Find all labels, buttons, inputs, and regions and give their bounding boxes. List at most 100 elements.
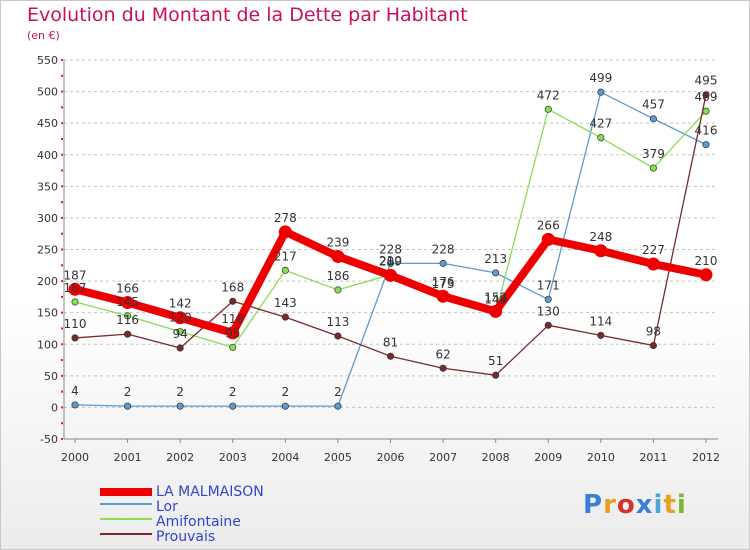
data-point-la-malmaison (68, 282, 82, 296)
x-tick-label: 2012 (692, 451, 720, 464)
data-label-la-malmaison: 266 (537, 218, 560, 232)
y-minor-tick (61, 327, 63, 330)
y-tick-label: 150 (37, 307, 58, 320)
y-minor-tick (61, 406, 63, 409)
data-point-la-malmaison (646, 257, 660, 271)
data-label-lor: 457 (642, 98, 665, 112)
data-label-amifontaine: 167 (64, 281, 87, 295)
chart-title: Evolution du Montant de la Dette par Hab… (27, 4, 468, 26)
axes: -50 0 50 100 150 200 250 300 350 400 450 500 550 2000… (37, 54, 720, 464)
data-label-la-malmaison: 142 (169, 297, 192, 311)
y-minor-tick (61, 185, 63, 188)
x-tick-label: 2010 (587, 451, 615, 464)
data-point-amifontaine (124, 312, 132, 320)
data-label-amifontaine: 472 (537, 88, 560, 102)
data-label-amifontaine: 469 (695, 90, 718, 104)
data-label-la-malmaison: 227 (642, 243, 665, 257)
y-minor-tick (61, 137, 63, 140)
data-label-amifontaine: 149 (484, 292, 507, 306)
data-label-prouvais: 51 (488, 354, 503, 368)
data-label-la-malmaison: 118 (221, 312, 244, 326)
data-point-la-malmaison (489, 304, 503, 318)
data-point-prouvais (649, 341, 657, 350)
y-minor-tick (61, 232, 63, 235)
data-label-prouvais: 110 (64, 317, 87, 331)
data-point-prouvais (492, 371, 500, 379)
series-lines (68, 88, 713, 410)
logo-letter: i (676, 490, 687, 520)
data-label-lor: 2 (176, 385, 184, 399)
data-label-amifontaine: 173 (432, 277, 455, 291)
data-point-la-malmaison (436, 289, 450, 303)
data-point-la-malmaison (594, 244, 608, 258)
y-minor-tick (61, 264, 63, 267)
y-minor-tick (61, 438, 63, 440)
data-label-prouvais: 143 (274, 296, 297, 310)
data-label-lor: 416 (695, 124, 718, 138)
y-tick-label: 400 (37, 149, 58, 162)
data-label-amifontaine: 145 (116, 295, 139, 309)
data-label-prouvais: 94 (173, 327, 188, 341)
proxiti-logo: Proxiti (583, 490, 687, 520)
data-point-prouvais (229, 297, 237, 305)
data-label-prouvais: 116 (116, 313, 139, 327)
y-minor-tick (61, 390, 63, 393)
data-point-la-malmaison (173, 311, 187, 325)
y-minor-tick (61, 216, 63, 219)
data-point-amifontaine (176, 328, 184, 336)
data-label-amifontaine: 379 (642, 147, 665, 161)
legend-label: Lor (156, 499, 178, 515)
data-point-lor (71, 401, 79, 409)
logo-letter: r (603, 490, 617, 520)
logo-letter: P (583, 490, 604, 520)
y-minor-tick (61, 280, 63, 283)
data-point-la-malmaison (384, 268, 397, 282)
data-point-prouvais (124, 330, 132, 338)
data-label-amifontaine: 120 (169, 311, 192, 325)
data-point-prouvais (439, 364, 447, 372)
y-minor-tick (61, 343, 63, 346)
y-minor-tick (61, 169, 63, 172)
y-tick-label: 450 (37, 117, 58, 130)
y-minor-tick (61, 122, 63, 125)
data-label-la-malmaison: 166 (116, 282, 139, 296)
data-point-amifontaine (281, 266, 289, 274)
data-point-lor (229, 402, 237, 410)
data-label-amifontaine: 186 (326, 269, 349, 283)
data-point-la-malmaison (121, 296, 135, 310)
data-label-prouvais: 98 (646, 325, 661, 339)
y-tick-label: 250 (37, 244, 58, 257)
data-point-la-malmaison (226, 326, 240, 340)
unit-label: (en €) (27, 29, 60, 42)
x-tick-label: 2006 (377, 451, 405, 464)
x-tick-label: 2011 (639, 451, 667, 464)
data-point-la-malmaison (541, 232, 555, 246)
y-minor-tick (61, 153, 63, 156)
legend-label: Amifontaine (156, 514, 241, 530)
data-label-prouvais: 62 (435, 347, 450, 361)
legend-swatch (100, 533, 152, 535)
data-point-prouvais (386, 352, 395, 360)
data-label-la-malmaison: 176 (432, 275, 455, 289)
data-label-lor: 499 (589, 71, 612, 85)
data-point-prouvais (176, 344, 184, 352)
y-minor-tick (61, 422, 63, 425)
legend-label: LA MALMAISON (156, 484, 264, 500)
y-minor-tick (61, 201, 63, 204)
logo-letter: x (635, 490, 654, 520)
data-label-lor: 228 (432, 242, 455, 256)
data-label-la-malmaison: 209 (379, 254, 402, 268)
logo-letter: o (616, 490, 636, 520)
y-tick-label: 200 (37, 275, 58, 288)
data-point-amifontaine (702, 107, 710, 115)
data-point-la-malmaison (331, 249, 345, 263)
x-tick-label: 2002 (166, 451, 194, 464)
data-point-lor (334, 402, 342, 410)
y-minor-tick (61, 106, 63, 109)
data-label-la-malmaison: 239 (326, 235, 349, 249)
data-label-la-malmaison: 278 (274, 211, 297, 225)
x-tick-label: 2008 (482, 451, 510, 464)
data-point-lor (281, 402, 289, 410)
data-point-prouvais (597, 331, 605, 339)
data-point-amifontaine (229, 343, 237, 351)
